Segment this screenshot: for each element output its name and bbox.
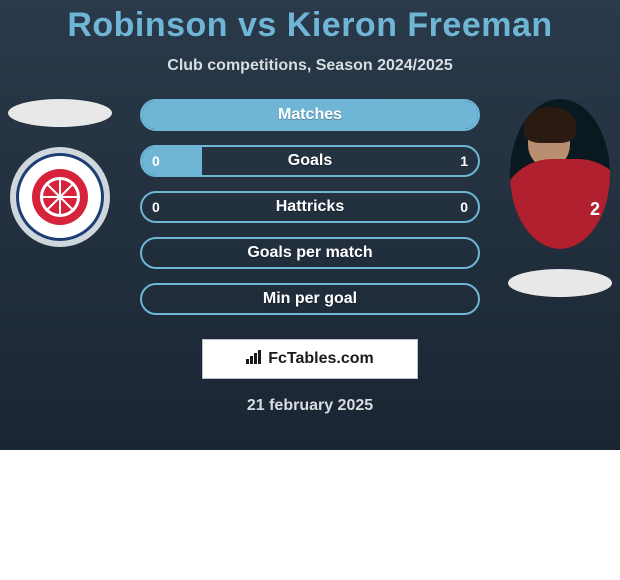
content-area: 2 MatchesGoals01Hattricks00Goals per mat…: [0, 99, 620, 439]
stat-label: Goals per match: [142, 239, 478, 267]
watermark: FcTables.com: [202, 339, 418, 379]
stat-label: Goals: [142, 147, 478, 175]
stat-bars: MatchesGoals01Hattricks00Goals per match…: [140, 99, 480, 329]
page-title: Robinson vs Kieron Freeman: [0, 0, 620, 45]
chart-icon: [246, 350, 264, 369]
player-right-column: 2: [500, 99, 620, 297]
player-left-column: [0, 99, 120, 247]
stat-value-right: 1: [460, 147, 468, 175]
stat-label: Hattricks: [142, 193, 478, 221]
stat-row: Min per goal: [140, 283, 480, 315]
player-left-name-pill: [8, 99, 112, 127]
stat-label: Min per goal: [142, 285, 478, 313]
player-right-avatar: 2: [510, 99, 610, 249]
player-right-name-pill: [508, 269, 612, 297]
subtitle: Club competitions, Season 2024/2025: [0, 57, 620, 75]
stat-value-left: 0: [152, 147, 160, 175]
stat-row: Hattricks0 0: [140, 191, 480, 223]
club-crest-icon: [16, 153, 104, 241]
player-left-avatar: [10, 147, 110, 247]
watermark-text: FcTables.com: [268, 350, 374, 368]
stat-label: Matches: [142, 101, 478, 129]
stat-row: Goals per match: [140, 237, 480, 269]
stat-row: Goals0 1: [140, 145, 480, 177]
comparison-card: Robinson vs Kieron Freeman Club competit…: [0, 0, 620, 450]
stat-row: Matches: [140, 99, 480, 131]
date-text: 21 february 2025: [0, 397, 620, 415]
stat-value-right: 0: [460, 193, 468, 221]
stat-value-left: 0: [152, 193, 160, 221]
jersey-number: 2: [590, 199, 600, 220]
